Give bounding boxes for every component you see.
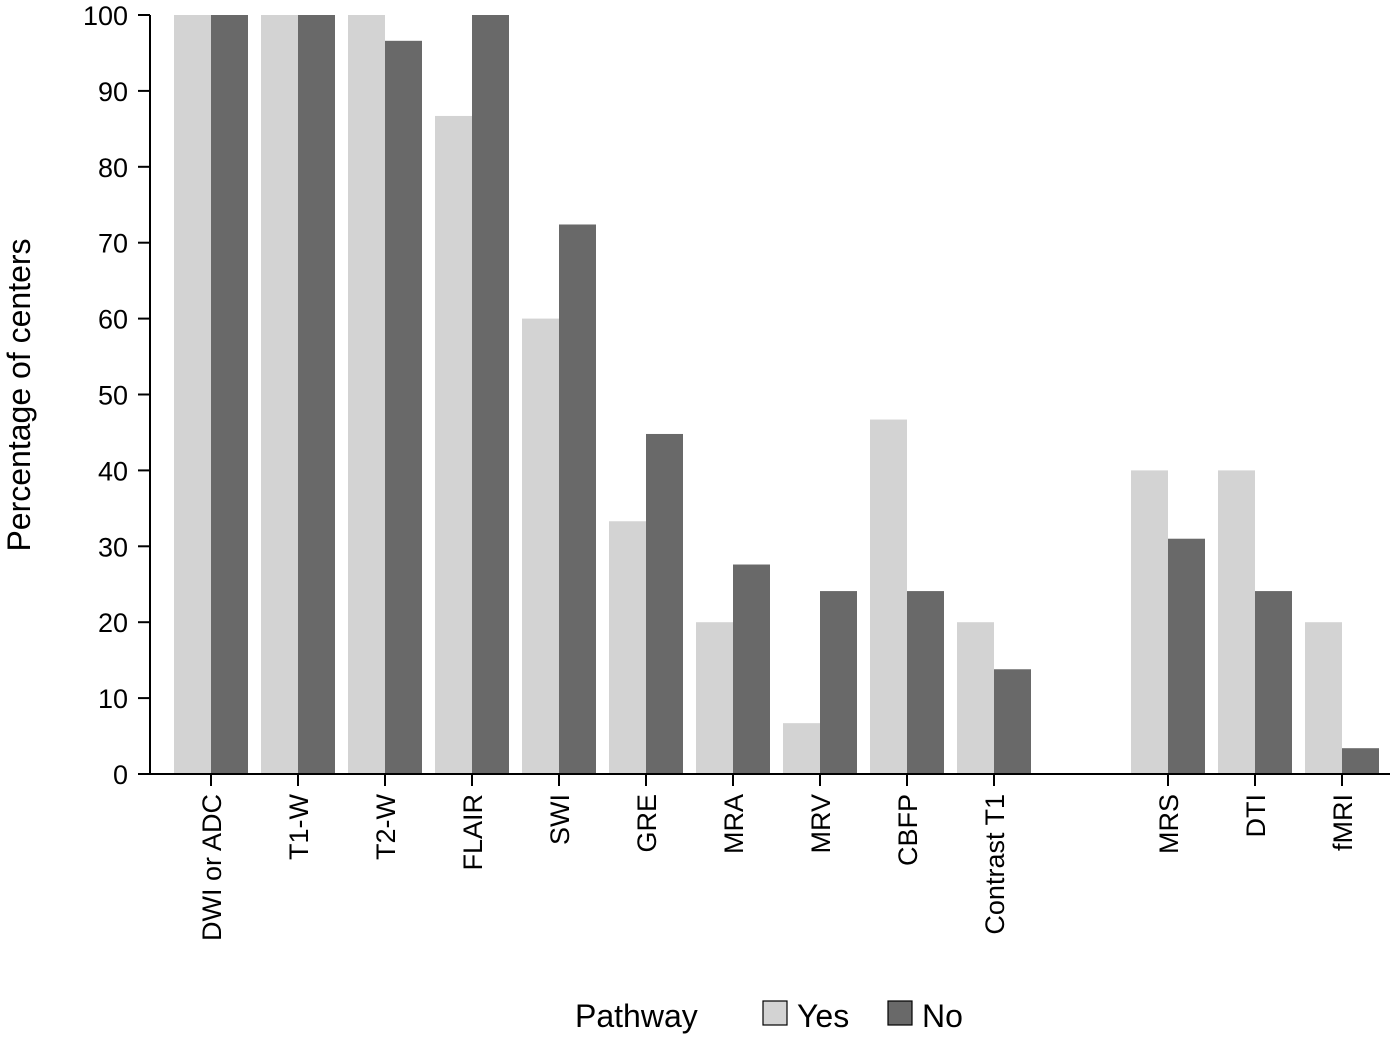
y-tick-label: 60 — [98, 305, 128, 335]
x-tick-label: CBFP — [893, 794, 923, 866]
bar-no-3 — [472, 15, 509, 774]
bar-no-10 — [1168, 538, 1205, 774]
y-axis-title: Percentage of centers — [1, 238, 37, 551]
bar-no-0 — [211, 15, 248, 774]
legend-label-yes: Yes — [797, 998, 849, 1034]
legend-item-no: No — [887, 998, 963, 1034]
x-tick-label: DTI — [1241, 794, 1271, 838]
legend-item-yes: Yes — [762, 998, 849, 1034]
x-tick-label: MRS — [1154, 794, 1184, 854]
x-tick-label: T1-W — [284, 793, 314, 860]
x-tick-label: Contrast T1 — [980, 794, 1010, 935]
legend-title: Pathway — [575, 998, 698, 1034]
x-tick-label: MRA — [719, 794, 749, 854]
bar-yes-12 — [1305, 622, 1342, 774]
x-tick-label: SWI — [545, 794, 575, 845]
bar-yes-0 — [174, 15, 211, 774]
x-tick-label: T2-W — [371, 793, 401, 860]
y-tick-label: 50 — [98, 381, 128, 411]
bar-no-2 — [385, 40, 422, 774]
legend-label-no: No — [922, 998, 963, 1034]
y-tick-label: 20 — [98, 608, 128, 638]
legend-swatch-yes — [762, 1000, 788, 1026]
y-tick-label: 40 — [98, 456, 128, 486]
bar-yes-4 — [522, 318, 559, 774]
y-tick-label: 80 — [98, 153, 128, 183]
bar-yes-1 — [261, 15, 298, 774]
y-tick-label: 30 — [98, 532, 128, 562]
y-tick-label: 0 — [113, 760, 128, 790]
x-tick-label: GRE — [632, 794, 662, 853]
x-tick-label: FLAIR — [458, 794, 488, 871]
bar-no-7 — [820, 591, 857, 774]
bar-no-6 — [733, 564, 770, 774]
bar-no-9 — [994, 669, 1031, 774]
bar-no-4 — [559, 224, 596, 774]
bar-no-5 — [646, 433, 683, 774]
bar-no-8 — [907, 591, 944, 774]
x-tick-label: MRV — [806, 794, 836, 854]
bar-yes-7 — [783, 723, 820, 774]
bar-yes-11 — [1218, 470, 1255, 774]
bar-yes-8 — [870, 419, 907, 774]
bar-no-12 — [1342, 748, 1379, 774]
x-axis: DWI or ADC T1-W T2-W FLAIR SWI GRE MRA MRV CBFP C… — [150, 773, 1390, 941]
y-tick-label: 10 — [98, 684, 128, 714]
bars-layer — [174, 15, 1379, 774]
bar-no-1 — [298, 15, 335, 774]
legend-swatch-no — [887, 1000, 913, 1026]
bar-yes-3 — [435, 115, 472, 774]
legend: Pathway Yes No — [575, 998, 963, 1034]
bar-yes-5 — [609, 521, 646, 774]
y-axis: 0 10 20 30 40 50 60 70 80 90 100 — [83, 1, 151, 790]
x-tick-label: fMRI — [1328, 794, 1358, 851]
y-tick-label: 70 — [98, 229, 128, 259]
bar-yes-10 — [1131, 470, 1168, 774]
bar-yes-9 — [957, 622, 994, 774]
x-tick-label: DWI or ADC — [197, 794, 227, 941]
bar-no-11 — [1255, 591, 1292, 774]
bar-yes-6 — [696, 622, 733, 774]
y-tick-label: 90 — [98, 77, 128, 107]
y-tick-label: 100 — [83, 1, 128, 31]
bar-yes-2 — [348, 15, 385, 774]
